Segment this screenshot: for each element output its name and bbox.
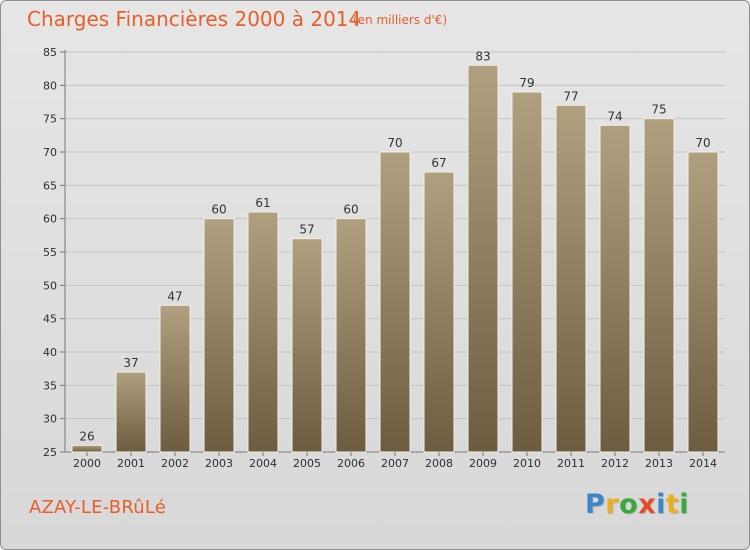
location-name: AZAY-LE-BRûLé [29, 497, 167, 518]
data-label: 60 [343, 203, 358, 217]
data-label: 37 [123, 356, 138, 370]
logo-letter: x [638, 489, 657, 520]
proxiti-logo: Proxiti [585, 489, 689, 520]
bar [423, 171, 455, 453]
logo-letter: P [585, 489, 606, 520]
y-tick-label: 40 [43, 346, 57, 359]
x-tick-label: 2006 [337, 457, 365, 470]
data-label: 67 [431, 156, 446, 170]
bar [291, 238, 323, 453]
data-label: 26 [79, 429, 94, 443]
y-tick-label: 35 [43, 379, 57, 392]
x-tick-label: 2000 [73, 457, 101, 470]
bar [643, 118, 675, 453]
y-tick-label: 80 [43, 79, 57, 92]
y-tick-label: 30 [43, 413, 57, 426]
bar [335, 218, 367, 453]
data-label: 70 [695, 136, 710, 150]
data-label: 47 [167, 289, 182, 303]
x-tick-label: 2014 [689, 457, 717, 470]
logo-letter: r [605, 489, 620, 520]
bar [247, 211, 279, 453]
x-tick-label: 2005 [293, 457, 321, 470]
data-label: 79 [519, 76, 534, 90]
logo-letter: t [665, 489, 680, 520]
y-tick-label: 55 [43, 246, 57, 259]
bar [687, 151, 719, 453]
y-tick-label: 70 [43, 146, 57, 159]
x-tick-label: 2009 [469, 457, 497, 470]
bar [599, 124, 631, 453]
chart-subtitle: (en milliers d'€) [353, 13, 448, 27]
y-tick-label: 60 [43, 213, 57, 226]
bar [159, 304, 191, 453]
data-label: 60 [211, 203, 226, 217]
data-label: 61 [255, 196, 270, 210]
data-label: 75 [651, 103, 666, 117]
y-tick-label: 50 [43, 279, 57, 292]
x-tick-label: 2011 [557, 457, 585, 470]
y-tick-label: 85 [43, 46, 57, 59]
y-tick-label: 65 [43, 179, 57, 192]
y-tick-label: 75 [43, 113, 57, 126]
x-tick-label: 2008 [425, 457, 453, 470]
data-label: 74 [607, 109, 622, 123]
x-tick-label: 2010 [513, 457, 541, 470]
bar [379, 151, 411, 453]
bar [511, 91, 543, 453]
bar [467, 64, 499, 453]
x-tick-label: 2004 [249, 457, 277, 470]
y-tick-label: 45 [43, 313, 57, 326]
bar [203, 218, 235, 453]
data-label: 70 [387, 136, 402, 150]
chart-title: Charges Financières 2000 à 2014 [27, 7, 362, 31]
data-label: 83 [475, 49, 490, 63]
logo-letter: i [679, 489, 690, 520]
bar [555, 104, 587, 453]
logo-letter: i [656, 489, 666, 520]
x-tick-label: 2007 [381, 457, 409, 470]
bar [115, 371, 147, 453]
logo-letter: o [619, 489, 639, 520]
x-tick-label: 2012 [601, 457, 629, 470]
x-tick-label: 2002 [161, 457, 189, 470]
data-label: 57 [299, 223, 314, 237]
x-tick-label: 2003 [205, 457, 233, 470]
x-tick-label: 2001 [117, 457, 145, 470]
x-tick-label: 2013 [645, 457, 673, 470]
data-label: 77 [563, 89, 578, 103]
bar [71, 444, 103, 453]
y-tick-label: 25 [43, 446, 57, 459]
